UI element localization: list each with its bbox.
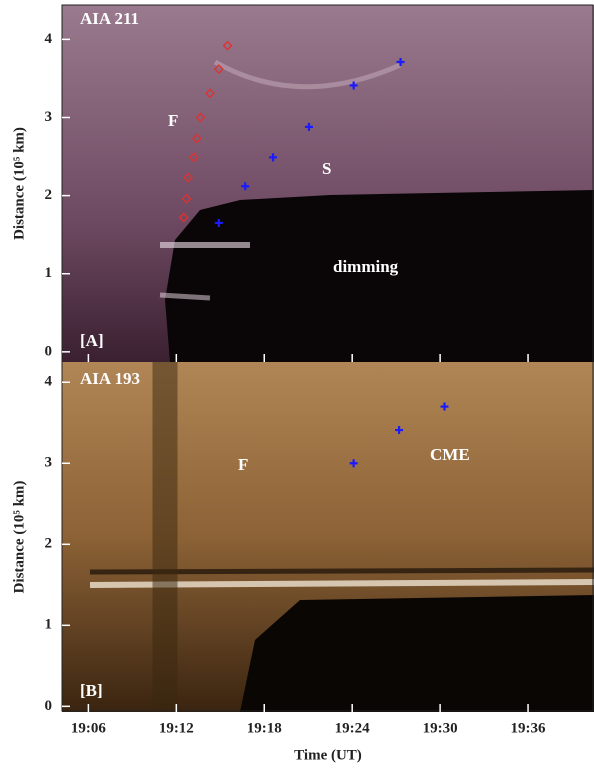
plus-marker [440,402,449,411]
panel-b-background [62,362,594,712]
diamond-marker [205,88,215,99]
diamond-marker [222,40,233,51]
x-axis-label: Time (UT) [294,747,362,763]
x-tick-label: 19:24 [335,720,370,736]
frame [61,4,594,712]
panel-a-background [62,5,594,362]
annotation: [B] [80,681,103,700]
x-tick-label: 19:30 [423,720,458,736]
y-tick-label: 2 [45,536,53,552]
x-tick-label: 19:18 [247,720,282,736]
annotation: AIA 193 [80,369,140,388]
plus-marker [395,426,404,435]
plus-marker [269,153,278,162]
y-tick-label: 2 [45,187,53,203]
annotation: S [322,159,331,178]
diamond-marker [191,133,202,144]
y-tick-label: 4 [45,374,53,390]
y-tick-label: 0 [45,343,53,359]
y-axis-label: Distance (10⁵ km) [11,127,27,240]
y-tick-label: 1 [45,265,53,281]
x-tick-label: 19:06 [71,720,106,736]
diamond-marker [213,64,224,74]
plus-marker [214,218,223,227]
y-tick-label: 4 [45,31,53,47]
diamond-marker [181,193,192,204]
plus-marker [304,122,313,131]
diamond-marker [188,152,199,163]
annotation: CME [430,445,470,464]
annotation: [A] [80,331,104,350]
plus-marker [396,58,405,67]
plus-marker [241,182,250,191]
plus-marker [349,459,358,468]
x-tick-label: 19:12 [159,720,194,736]
diamond-marker [178,212,189,223]
annotation: F [238,455,248,474]
plus-marker [349,81,358,90]
annotation: F [168,111,178,130]
diamond-marker [195,112,206,123]
y-tick-label: 3 [45,455,53,471]
annotation: AIA 211 [80,9,139,28]
y-tick-label: 1 [45,617,53,633]
y-tick-label: 3 [45,109,53,125]
annotation: dimming [333,257,399,276]
y-tick-label: 0 [45,698,53,714]
y-axis-label: Distance (10⁵ km) [11,481,27,594]
diamond-marker [183,172,193,183]
x-tick-label: 19:36 [511,720,546,736]
